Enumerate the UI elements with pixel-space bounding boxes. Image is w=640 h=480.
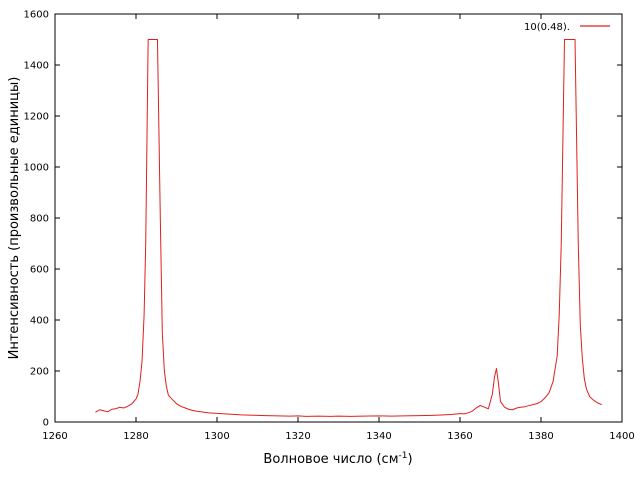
x-tick-label: 1260 (42, 431, 67, 442)
y-tick-label: 1600 (24, 10, 49, 21)
y-tick-label: 200 (30, 367, 49, 378)
y-tick-label: 600 (30, 265, 49, 276)
series-line (95, 39, 602, 417)
y-axis-title: Интенсивность (произвольные единицы) (7, 77, 22, 360)
x-tick-label: 1320 (285, 431, 310, 442)
legend: 10(0.48). (524, 22, 610, 33)
x-ticks: 1260 1280 1300 1320 1340 1360 1380 1400 (42, 14, 635, 442)
y-tick-label: 1400 (24, 61, 49, 72)
y-tick-label: 800 (30, 214, 49, 225)
x-tick-label: 1340 (366, 431, 391, 442)
legend-label: 10(0.48). (524, 22, 570, 33)
y-tick-label: 1000 (24, 163, 49, 174)
y-tick-label: 0 (43, 418, 49, 429)
x-tick-label: 1360 (447, 431, 472, 442)
y-tick-label: 1200 (24, 112, 49, 123)
x-axis-title-superscript: -1 (399, 451, 408, 461)
y-ticks: 0 200 400 600 800 1000 1200 1400 1600 (24, 10, 622, 429)
x-axis-title-main: Волновое число (см (263, 452, 398, 467)
x-axis-title: Волновое число (см-1) (263, 451, 412, 467)
x-tick-label: 1400 (609, 431, 634, 442)
plot-frame (54, 13, 623, 423)
x-tick-label: 1280 (123, 431, 148, 442)
x-tick-label: 1300 (204, 431, 229, 442)
x-axis-title-close: ) (407, 452, 412, 467)
series-group (95, 39, 602, 417)
y-tick-label: 400 (30, 316, 49, 327)
x-tick-label: 1380 (528, 431, 553, 442)
